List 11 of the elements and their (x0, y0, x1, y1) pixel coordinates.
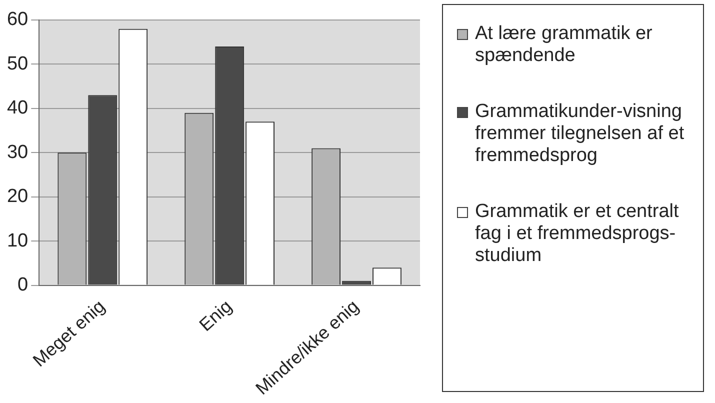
y-tick-label: 40 (6, 98, 28, 119)
y-tick-label: 50 (6, 53, 28, 74)
y-tick-label: 60 (6, 9, 28, 30)
legend-label: Grammatik er et centralt fag i et fremmedsprogs-studium (475, 201, 680, 267)
y-tick-label: 20 (6, 186, 28, 208)
x-tick-label: Enig (195, 296, 236, 336)
legend-label: At lære grammatik er spændende (475, 23, 654, 67)
legend-label: Grammatikunder-visning fremmer tilegnelsen af et fremmedsprog (475, 101, 686, 167)
y-tick-label: 0 (18, 274, 28, 296)
y-tick-label: 30 (6, 142, 28, 163)
y-tick-label: 10 (6, 230, 28, 252)
